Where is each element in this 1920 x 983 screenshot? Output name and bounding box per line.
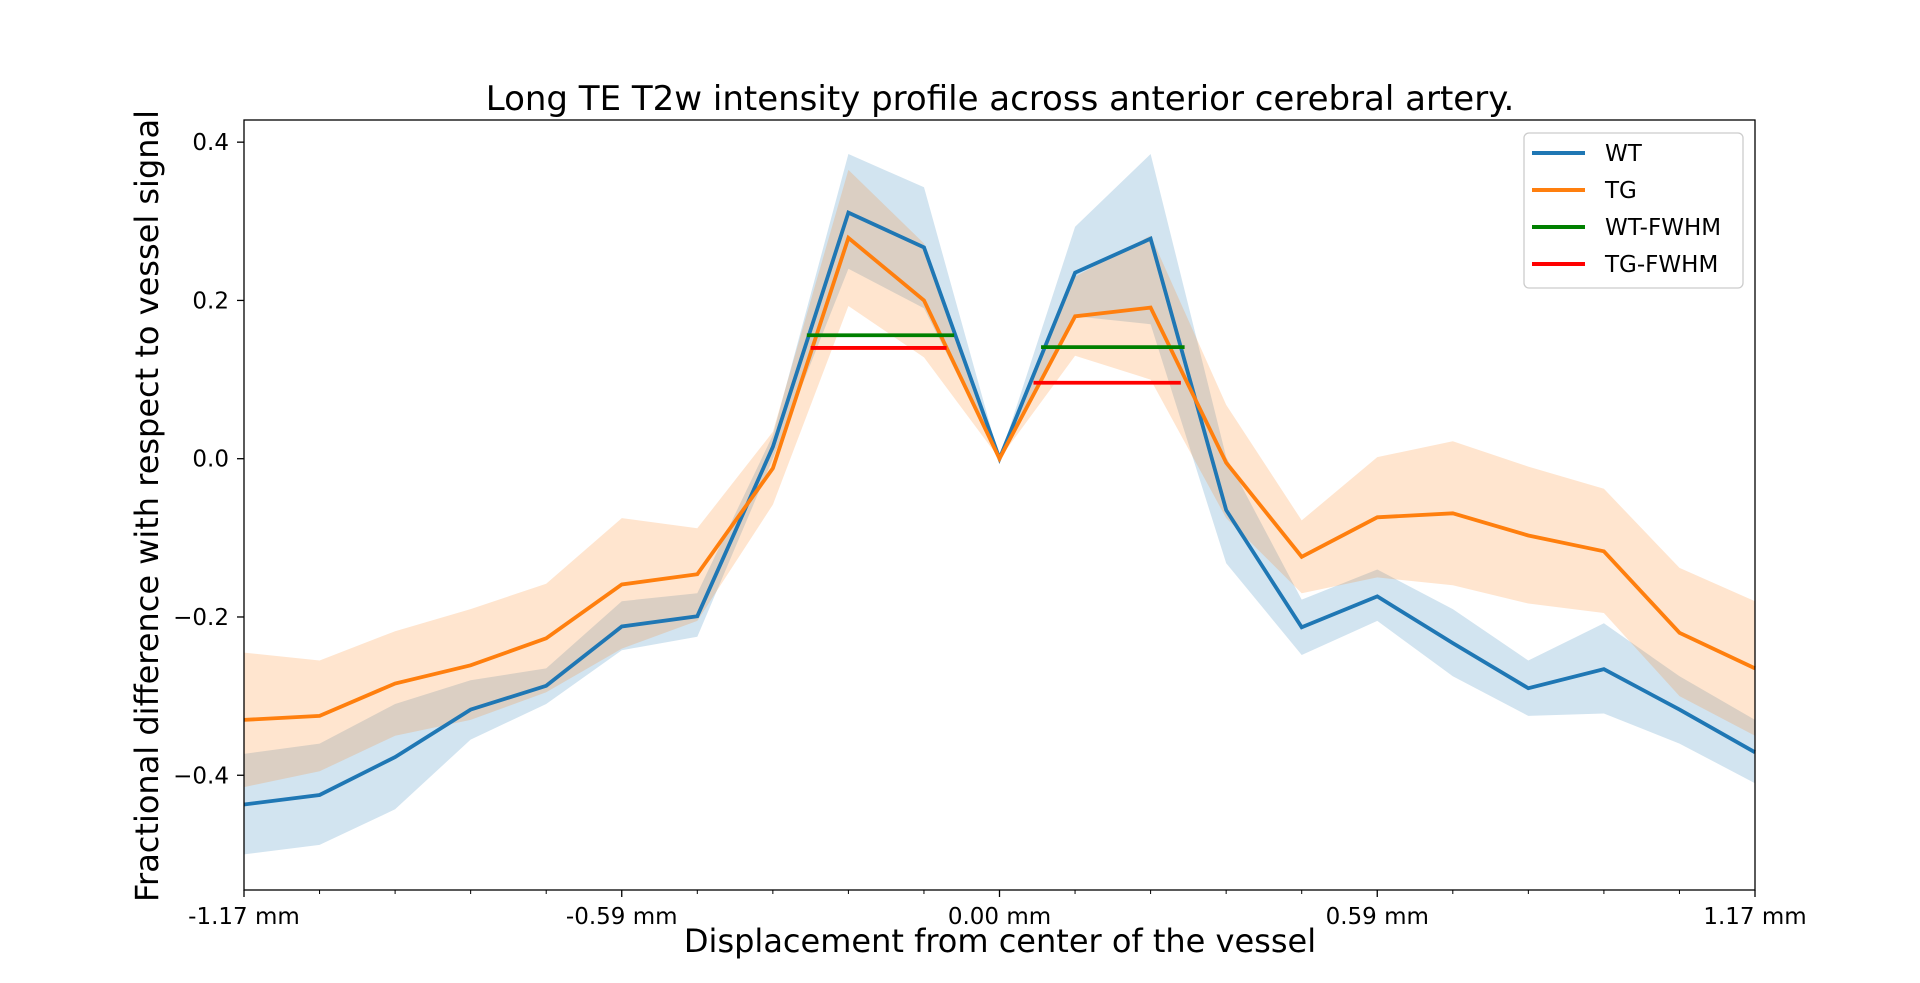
- x-tick-label: -0.59 mm: [566, 904, 678, 930]
- x-tick-label: 0.59 mm: [1326, 904, 1429, 930]
- y-tick-label: 0.4: [192, 130, 229, 156]
- y-axis-ticks: 0.4 0.2 0.0 −0.2 −0.4: [173, 130, 244, 789]
- x-axis-ticks: -1.17 mm -0.59 mm 0.00 mm 0.59 mm 1.17 mm: [188, 890, 1807, 930]
- fwhm-lines: [806, 333, 1185, 385]
- legend-label-wt-fwhm: WT-FWHM: [1605, 215, 1721, 241]
- legend-label-tg: TG: [1604, 178, 1637, 204]
- confidence-band-wt: [244, 154, 1755, 855]
- confidence-band-tg: [244, 169, 1755, 788]
- y-tick-label: 0.2: [192, 288, 229, 314]
- x-tick-label: 1.17 mm: [1703, 904, 1806, 930]
- legend-label-wt: WT: [1605, 141, 1643, 167]
- legend-label-tg-fwhm: TG-FWHM: [1604, 252, 1718, 278]
- confidence-bands: [244, 154, 1755, 855]
- x-tick-label: 0.00 mm: [948, 904, 1051, 930]
- series-line-tg: [243, 234, 1756, 722]
- y-tick-label: 0.0: [192, 447, 229, 473]
- y-tick-label: −0.4: [173, 763, 229, 789]
- chart-title: Long TE T2w intensity profile across ant…: [486, 79, 1515, 119]
- y-tick-label: −0.2: [173, 605, 229, 631]
- legend: WT TG WT-FWHM TG-FWHM: [1523, 132, 1744, 289]
- x-tick-label: -1.17 mm: [188, 904, 300, 930]
- x-axis-label: Displacement from center of the vessel: [684, 922, 1316, 960]
- legend-frame: [1523, 132, 1744, 289]
- y-axis-label: Fractional difference with respect to ve…: [128, 110, 166, 902]
- series-lines: [243, 209, 1756, 807]
